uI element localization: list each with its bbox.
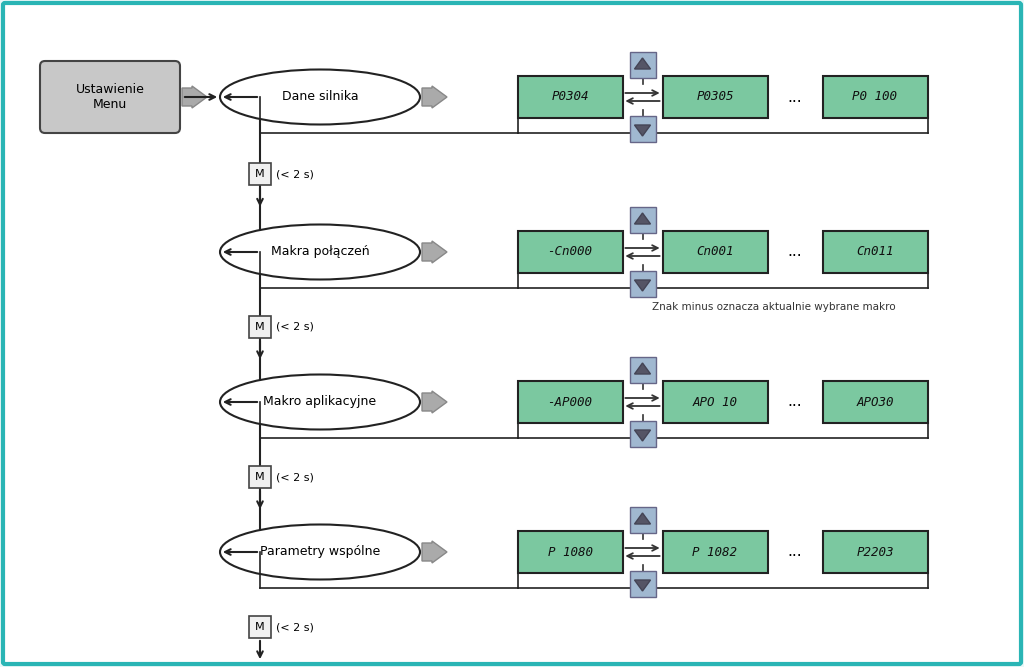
- FancyBboxPatch shape: [40, 61, 180, 133]
- Text: (< 2 s): (< 2 s): [276, 322, 314, 332]
- Bar: [630, 357, 655, 383]
- Text: ...: ...: [787, 89, 803, 105]
- Text: -Cn000: -Cn000: [548, 245, 593, 259]
- Text: P2203: P2203: [856, 546, 894, 558]
- Bar: [822, 76, 928, 118]
- Ellipse shape: [220, 69, 420, 125]
- FancyArrow shape: [422, 541, 447, 563]
- FancyArrow shape: [182, 86, 207, 108]
- Text: (< 2 s): (< 2 s): [276, 472, 314, 482]
- Text: P0 100: P0 100: [853, 91, 897, 103]
- FancyArrow shape: [422, 241, 447, 263]
- Text: M: M: [255, 622, 265, 632]
- Bar: [630, 507, 655, 533]
- Bar: [517, 531, 623, 573]
- FancyBboxPatch shape: [3, 3, 1021, 664]
- Polygon shape: [635, 58, 650, 69]
- Bar: [517, 381, 623, 423]
- FancyArrow shape: [422, 86, 447, 108]
- Bar: [249, 163, 271, 185]
- Bar: [630, 52, 655, 78]
- Text: ...: ...: [787, 544, 803, 560]
- Text: M: M: [255, 169, 265, 179]
- Polygon shape: [635, 580, 650, 591]
- Text: Parametry wspólne: Parametry wspólne: [260, 546, 380, 558]
- Ellipse shape: [220, 524, 420, 580]
- Polygon shape: [635, 125, 650, 136]
- Ellipse shape: [220, 225, 420, 279]
- Text: Dane silnika: Dane silnika: [282, 91, 358, 103]
- Bar: [249, 316, 271, 338]
- Bar: [517, 231, 623, 273]
- Bar: [822, 531, 928, 573]
- Text: Ustawienie
Menu: Ustawienie Menu: [76, 83, 144, 111]
- Text: ...: ...: [787, 394, 803, 410]
- Bar: [663, 231, 768, 273]
- Bar: [663, 76, 768, 118]
- Bar: [630, 421, 655, 447]
- Text: APO 10: APO 10: [692, 396, 737, 408]
- Bar: [630, 116, 655, 142]
- Text: P0304: P0304: [551, 91, 589, 103]
- Text: ...: ...: [787, 245, 803, 259]
- Text: Makra połączeń: Makra połączeń: [270, 245, 370, 259]
- Bar: [249, 466, 271, 488]
- Bar: [822, 231, 928, 273]
- FancyArrow shape: [422, 391, 447, 413]
- Polygon shape: [635, 363, 650, 374]
- Polygon shape: [635, 213, 650, 224]
- Bar: [630, 571, 655, 597]
- Text: APO30: APO30: [856, 396, 894, 408]
- Bar: [630, 207, 655, 233]
- Text: Cn001: Cn001: [696, 245, 734, 259]
- Text: -AP000: -AP000: [548, 396, 593, 408]
- Text: (< 2 s): (< 2 s): [276, 169, 314, 179]
- Bar: [249, 616, 271, 638]
- Bar: [663, 381, 768, 423]
- Text: Znak minus oznacza aktualnie wybrane makro: Znak minus oznacza aktualnie wybrane mak…: [652, 302, 896, 312]
- Polygon shape: [635, 513, 650, 524]
- Polygon shape: [635, 430, 650, 441]
- Polygon shape: [635, 280, 650, 291]
- Text: M: M: [255, 472, 265, 482]
- Ellipse shape: [220, 374, 420, 430]
- Bar: [663, 531, 768, 573]
- Text: P 1080: P 1080: [548, 546, 593, 558]
- Bar: [630, 271, 655, 297]
- Text: M: M: [255, 322, 265, 332]
- Bar: [822, 381, 928, 423]
- Text: (< 2 s): (< 2 s): [276, 622, 314, 632]
- Text: Cn011: Cn011: [856, 245, 894, 259]
- Text: P 1082: P 1082: [692, 546, 737, 558]
- Text: Makro aplikacyjne: Makro aplikacyjne: [263, 396, 377, 408]
- Text: P0305: P0305: [696, 91, 734, 103]
- Bar: [517, 76, 623, 118]
